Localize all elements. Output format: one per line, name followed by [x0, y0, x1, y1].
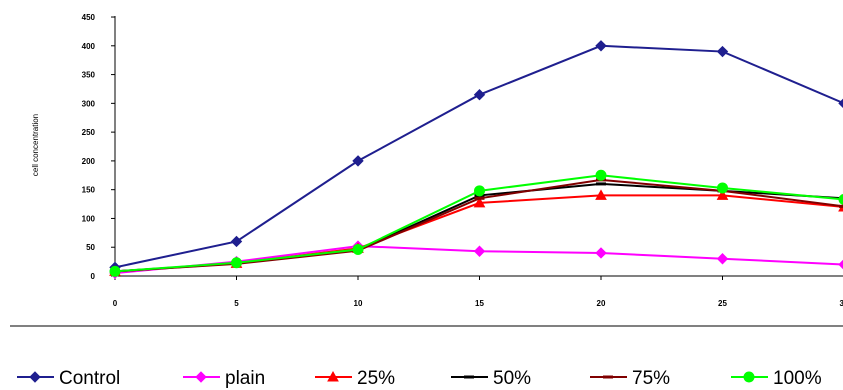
series-100pct: [109, 169, 843, 277]
legend-item-control: Control: [17, 368, 120, 389]
x-tick-label: 0: [113, 299, 118, 308]
legend-marker: [743, 371, 755, 383]
data-point-50pct: [596, 182, 606, 186]
series-plain: [109, 240, 843, 279]
data-point-100pct: [352, 244, 364, 256]
data-point-100pct: [474, 185, 485, 197]
x-tick-label: 20: [597, 299, 606, 308]
series-group: [109, 40, 843, 279]
y-tick-label: 150: [82, 186, 96, 195]
y-axis-ticks: 0 50 100 150 200 250 300 350 400 450: [82, 13, 115, 281]
data-point-100pct: [717, 182, 728, 194]
legend: Control plain 25% 50% 75% 100%: [17, 368, 822, 389]
data-point-control: [473, 89, 486, 101]
data-point-100pct: [838, 194, 843, 205]
data-point-plain: [716, 253, 729, 265]
data-point-25pct: [716, 189, 729, 200]
x-tick-label: 10: [354, 299, 363, 308]
data-point-control: [352, 155, 364, 167]
data-point-plain: [838, 259, 843, 270]
data-point-100pct: [109, 265, 121, 277]
legend-item-75pct: 75%: [590, 368, 670, 389]
legend-label: Control: [59, 368, 120, 389]
data-point-plain: [473, 245, 486, 257]
data-point-75pct: [474, 196, 485, 200]
data-point-75pct: [839, 204, 843, 208]
legend-label: plain: [225, 368, 265, 389]
y-tick-label: 250: [82, 128, 96, 137]
data-point-control: [595, 40, 607, 52]
y-tick-label: 0: [91, 272, 96, 281]
legend-item-100pct: 100%: [731, 368, 822, 389]
legend-label: 50%: [493, 368, 531, 389]
legend-item-50pct: 50%: [451, 368, 531, 389]
legend-label: 100%: [773, 368, 822, 389]
legend-marker: [603, 375, 613, 379]
y-tick-label: 350: [82, 71, 96, 80]
data-point-control: [230, 235, 243, 248]
legend-item-plain: plain: [183, 368, 265, 389]
data-point-100pct: [595, 169, 607, 181]
legend-label: 25%: [357, 368, 395, 389]
x-tick-label: 25: [718, 299, 727, 308]
data-point-control: [716, 45, 729, 58]
y-tick-label: 300: [82, 99, 96, 108]
legend-marker: [327, 370, 339, 382]
x-tick-label: 5: [234, 299, 239, 308]
data-point-plain: [595, 247, 607, 259]
data-point-control: [838, 98, 843, 109]
series-control: [109, 40, 843, 274]
data-point-100pct: [231, 257, 242, 269]
legend-marker: [464, 375, 474, 379]
y-tick-label: 100: [82, 214, 96, 223]
x-tick-label: 30: [840, 299, 843, 308]
series-line-control: [114, 44, 843, 269]
y-tick-label: 50: [86, 243, 95, 252]
legend-marker: [29, 371, 41, 383]
legend-label: 75%: [632, 368, 670, 389]
y-tick-label: 200: [82, 157, 96, 166]
legend-item-25pct: 25%: [315, 368, 395, 389]
legend-marker: [195, 371, 207, 383]
y-axis-title: cell concentration: [31, 114, 40, 176]
x-tick-label: 15: [475, 299, 484, 308]
y-tick-label: 450: [82, 13, 96, 22]
data-point-25pct: [595, 189, 607, 200]
data-point-25pct: [473, 196, 486, 208]
x-axis-ticks: 0 5 10 15 20 25 30: [113, 276, 843, 308]
y-tick-label: 400: [82, 42, 96, 51]
